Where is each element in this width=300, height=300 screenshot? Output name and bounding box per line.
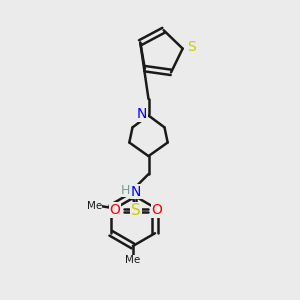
Text: Me: Me <box>87 201 102 211</box>
Text: Me: Me <box>125 255 140 265</box>
Text: S: S <box>187 40 195 54</box>
Text: N: N <box>137 107 147 121</box>
Text: O: O <box>110 203 120 217</box>
Text: N: N <box>131 184 141 199</box>
Text: H: H <box>120 184 130 196</box>
Text: O: O <box>152 203 162 217</box>
Text: S: S <box>131 202 141 217</box>
